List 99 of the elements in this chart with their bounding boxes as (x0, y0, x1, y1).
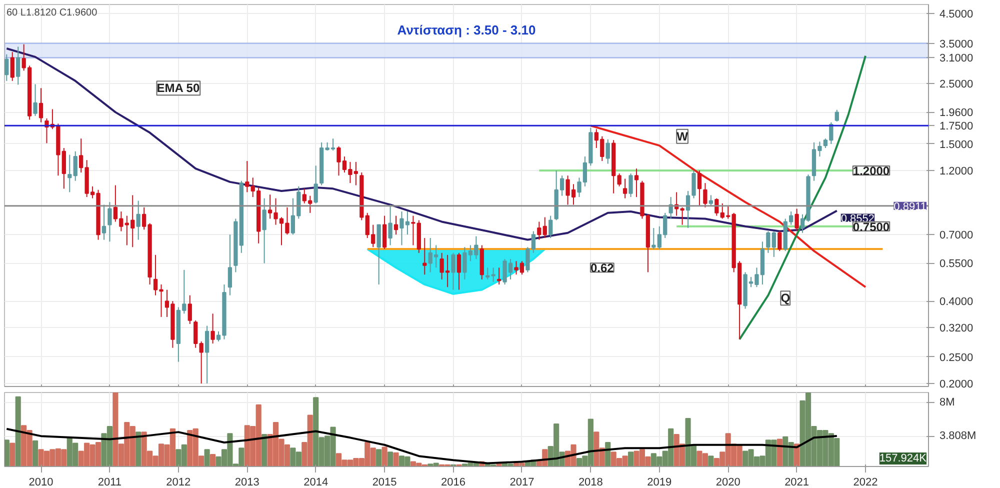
x-tick-label: 2019 (647, 476, 672, 488)
candlestick (382, 215, 387, 250)
candlestick (703, 182, 708, 208)
y-tick-label: 0.2000 (940, 378, 974, 390)
candlestick (16, 46, 20, 86)
y-tick-label: 0.7000 (940, 230, 974, 242)
candlestick (38, 88, 44, 123)
candlestick (778, 230, 782, 252)
x-tick-label: 2018 (578, 476, 603, 488)
candlestick (652, 227, 656, 250)
candlestick (491, 267, 496, 282)
candlestick (194, 320, 198, 348)
candlestick (102, 204, 106, 240)
candlestick (394, 215, 398, 236)
candlestick (634, 168, 639, 198)
candlestick (228, 234, 232, 296)
x-tick-label: 2016 (441, 476, 466, 488)
candlestick (108, 202, 112, 242)
x-tick-label: 2010 (28, 476, 54, 488)
y-tick-label: 1.9600 (940, 107, 974, 120)
x-tick-label: 2014 (304, 476, 328, 488)
candlestick (314, 165, 318, 204)
candlestick (136, 200, 140, 240)
bar (387, 452, 394, 466)
x-tick-label: 2020 (716, 476, 740, 488)
candlestick (692, 170, 696, 199)
candlestick (262, 198, 266, 264)
candlestick (210, 313, 215, 344)
annotation: 0.62 (590, 261, 614, 276)
y-tick-label: 2.5000 (940, 78, 974, 90)
candlestick (73, 150, 78, 182)
annotation: 60 L1.8120 C1.9600 (6, 8, 98, 18)
line-series (6, 428, 838, 464)
candlestick (496, 267, 502, 285)
candlestick (245, 160, 250, 193)
annotation: Q (780, 291, 790, 306)
candlestick (823, 138, 828, 149)
candlestick (697, 170, 702, 207)
bar (15, 396, 21, 466)
y-tick-label: 3.1000 (940, 52, 974, 65)
band-label: Αντίσταση : 3.50 - 3.10 (397, 22, 536, 38)
candlestick (622, 178, 628, 199)
candlestick (204, 325, 210, 384)
y-tick-label: 0.4000 (940, 296, 974, 308)
line-series (6, 47, 838, 241)
y-tick-label: 3.808M (940, 430, 976, 442)
candlestick (542, 216, 547, 239)
y-tick-label: 0.3200 (940, 322, 974, 335)
bar (376, 449, 382, 466)
candlestick (422, 238, 427, 276)
bar (204, 449, 210, 466)
bar (628, 452, 634, 466)
y-tick-label: 0.2500 (940, 352, 974, 364)
candlestick (250, 177, 255, 198)
candlestick (606, 138, 610, 164)
x-tick-label: 2015 (372, 476, 397, 488)
ref-line-label: 0.8911 (894, 200, 926, 213)
x-tick-label: 2012 (166, 476, 191, 488)
candlestick (388, 204, 392, 246)
candlestick (548, 215, 553, 239)
bar (262, 434, 268, 466)
x-tick-label: 2017 (510, 476, 534, 488)
y-tick-label: 1.5000 (940, 138, 974, 151)
x-tick-label: 2022 (853, 476, 878, 488)
y-tick-label: 4.5000 (940, 8, 974, 20)
candlestick (4, 54, 9, 82)
y-tick-label: 3.5000 (940, 38, 974, 50)
candlestick (199, 340, 204, 384)
bar (393, 452, 399, 466)
candlestick (10, 52, 14, 82)
annotation: 1.2000 (852, 164, 890, 178)
y-tick-label: 0.5500 (940, 258, 974, 270)
candlestick (456, 252, 462, 290)
candlestick (628, 173, 633, 198)
x-tick-label: 2021 (784, 476, 810, 488)
candlestick (794, 208, 799, 232)
bar (136, 432, 142, 466)
bar (10, 442, 16, 466)
bar (4, 440, 10, 466)
annotation: EMA 50 (156, 81, 200, 96)
x-tick-label: 2011 (98, 476, 122, 488)
candlestick (834, 109, 839, 122)
bar (708, 456, 714, 466)
candlestick (188, 294, 192, 324)
bar (382, 446, 388, 466)
annotation: 157.924K (879, 452, 928, 464)
candlestick (708, 194, 713, 207)
candlestick (33, 84, 38, 116)
y-tick-label: 1.7500 (940, 120, 974, 133)
candlestick (451, 252, 456, 290)
y-tick-label: 8M (940, 396, 955, 408)
candlestick (486, 267, 490, 280)
candlestick (376, 224, 381, 285)
candlestick (68, 154, 72, 193)
bar (210, 454, 216, 466)
x-tick-label: 2013 (234, 476, 260, 488)
candlestick (537, 221, 542, 240)
y-tick-label: 1.2000 (940, 166, 974, 178)
bar (32, 440, 38, 466)
